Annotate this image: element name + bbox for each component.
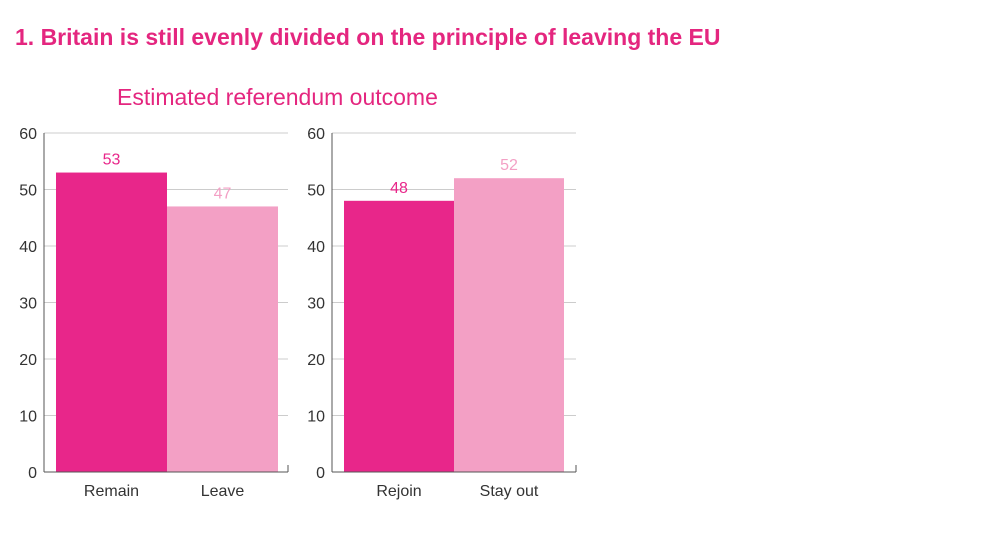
y-tick-label: 50: [19, 183, 37, 200]
chart-subtitle: Estimated referendum outcome: [117, 84, 438, 110]
y-tick-label: 10: [19, 409, 37, 426]
y-tick-label: 60: [19, 126, 37, 143]
x-tick-label: Stay out: [480, 483, 539, 500]
bar: [167, 206, 278, 472]
x-tick-label: Remain: [84, 483, 139, 500]
y-tick-label: 20: [19, 352, 37, 369]
y-tick-label: 0: [316, 465, 325, 482]
x-tick-label: Leave: [201, 483, 245, 500]
bar: [454, 178, 564, 472]
x-tick-label: Rejoin: [376, 483, 421, 500]
data-label: 53: [103, 152, 121, 169]
data-label: 47: [214, 185, 232, 202]
y-tick-label: 40: [307, 239, 325, 256]
y-tick-label: 20: [307, 352, 325, 369]
y-tick-label: 0: [28, 465, 37, 482]
y-tick-label: 30: [19, 296, 37, 313]
page-title: 1. Britain is still evenly divided on th…: [15, 24, 721, 50]
data-label: 52: [500, 157, 518, 174]
y-tick-label: 60: [307, 126, 325, 143]
bar: [56, 172, 167, 473]
y-tick-label: 40: [19, 239, 37, 256]
y-tick-label: 10: [307, 409, 325, 426]
data-label: 48: [390, 180, 408, 197]
y-tick-label: 50: [307, 183, 325, 200]
bar: [344, 200, 454, 473]
y-tick-label: 30: [307, 296, 325, 313]
